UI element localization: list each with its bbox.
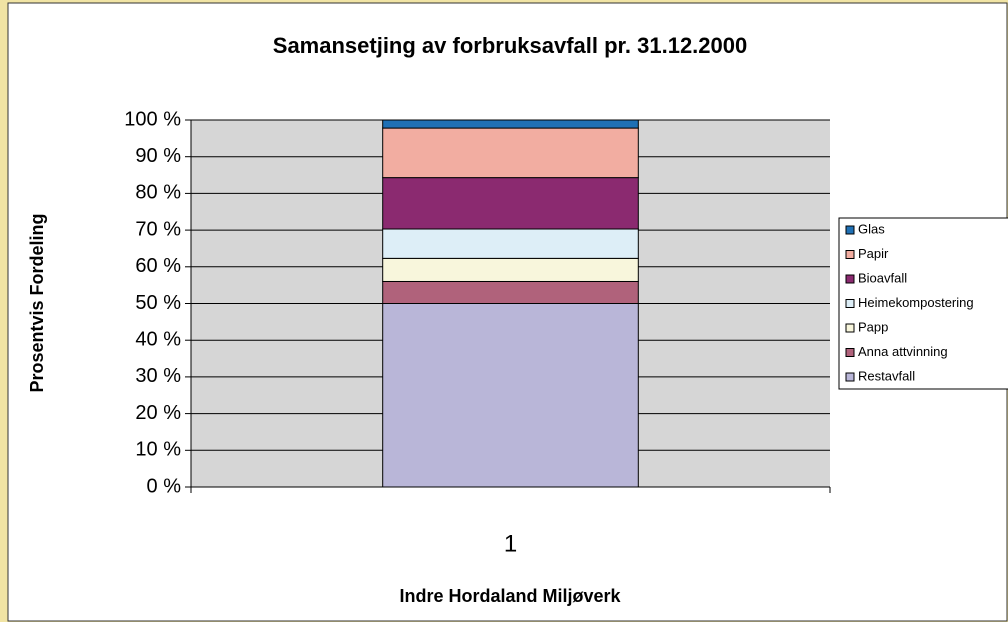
legend-box (838, 217, 1008, 390)
y-tick-label: 100 % (124, 108, 181, 130)
x-tick-label: 1 (504, 530, 517, 557)
legend-swatch (845, 250, 855, 259)
y-tick-label: 90 % (135, 145, 181, 167)
bar-segment (382, 177, 639, 230)
y-tick-label: 60 % (135, 255, 181, 277)
bar-segment (382, 228, 639, 259)
legend-swatch (845, 372, 855, 382)
legend-label: Heimekompostering (858, 295, 974, 310)
legend-label: Restavfall (858, 368, 915, 383)
y-tick-label: 80 % (135, 182, 181, 204)
legend-swatch (845, 274, 855, 284)
y-tick-label: 20 % (135, 402, 181, 424)
legend-label: Anna attvinning (858, 344, 948, 359)
legend-label: Papir (858, 246, 889, 261)
legend-label: Bioavfall (858, 270, 907, 285)
y-tick-label: 50 % (135, 292, 181, 314)
bar-segment (382, 280, 639, 305)
legend-label: Glas (858, 221, 885, 236)
bar-segment (382, 119, 639, 129)
bar-segment (382, 303, 639, 488)
legend-swatch (845, 348, 855, 357)
y-tick-label: 70 % (135, 218, 181, 240)
y-tick-label: 10 % (135, 439, 181, 461)
y-axis-title: Prosentvis Fordeling (27, 213, 47, 392)
y-tick-label: 0 % (147, 475, 182, 497)
x-axis-title: Indre Hordaland Miljøverk (399, 586, 621, 606)
legend-swatch (845, 299, 855, 308)
bar-segment (382, 127, 639, 179)
legend-label: Papp (858, 319, 888, 334)
y-tick-label: 30 % (135, 365, 181, 387)
legend-swatch (845, 323, 855, 333)
bar-segment (382, 257, 639, 282)
y-tick-label: 40 % (135, 328, 181, 350)
chart-title: Samansetjing av forbruksavfall pr. 31.12… (273, 33, 747, 58)
legend-swatch (845, 225, 855, 235)
